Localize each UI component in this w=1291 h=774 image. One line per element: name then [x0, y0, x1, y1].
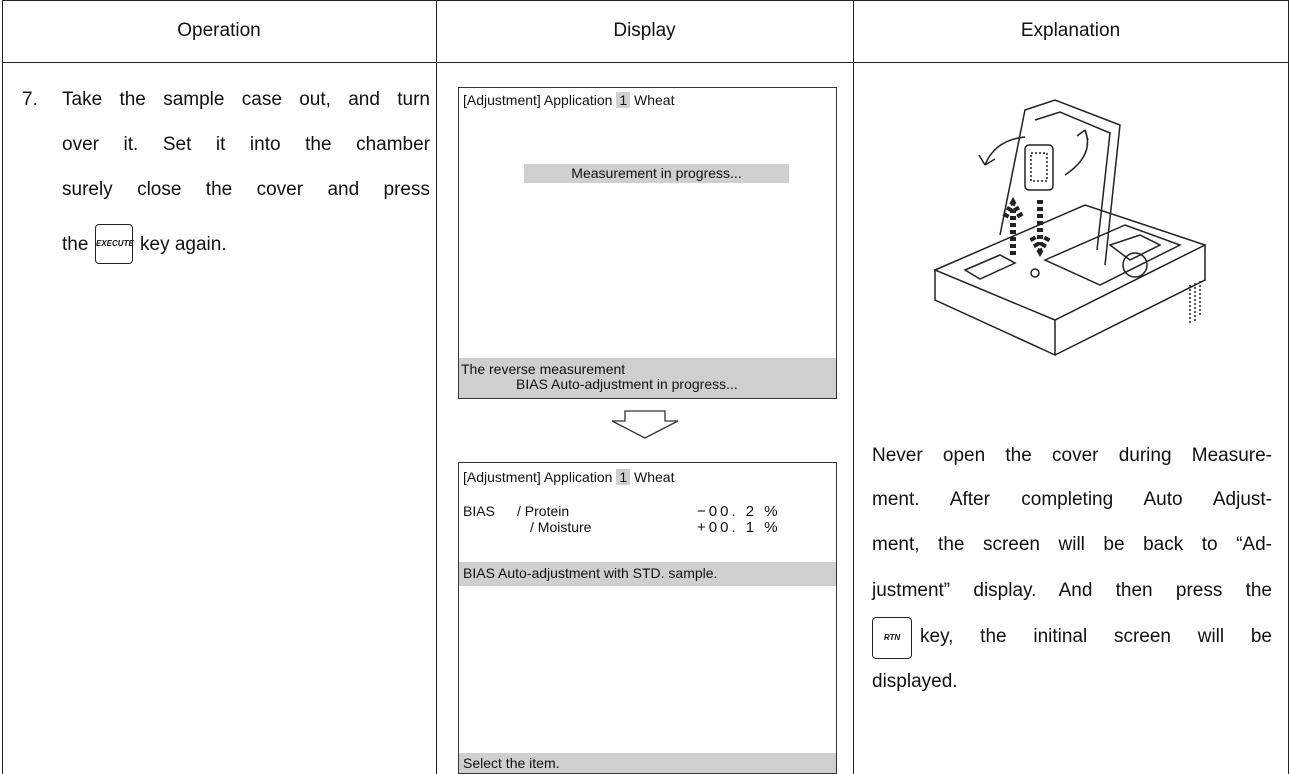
status-bar: BIAS Auto-adjustment with STD. sample. — [459, 562, 836, 586]
footer-line: The reverse measurement — [461, 361, 626, 377]
item-name: / Protein — [517, 503, 570, 519]
operation-text: the — [62, 234, 89, 255]
down-arrow — [611, 410, 679, 439]
header-rule — [2, 62, 1288, 63]
explanation-line: Never open the cover during Measure- — [872, 445, 1272, 466]
app-name: Wheat — [634, 92, 675, 108]
item-name: / Moisture — [530, 519, 592, 535]
explanation-line: ment, the screen will be back to “Ad- — [872, 534, 1272, 555]
column-rule — [436, 0, 437, 774]
app-number: 1 — [616, 469, 631, 485]
operation-text: key again. — [140, 234, 227, 255]
device-illustration — [933, 99, 1207, 357]
operation-line: over it. Set it into the chamber — [62, 134, 430, 155]
lcd-screen: [Adjustment] Application 1 Wheat BIAS / … — [458, 462, 837, 774]
header-cell: Explanation — [1020, 20, 1121, 41]
screen-footer: The reverse measurement BIAS Auto-adjust… — [459, 358, 836, 398]
column-rule — [1288, 0, 1289, 774]
header-cell: Display — [613, 20, 676, 41]
operation-line: surely close the cover and press — [62, 179, 430, 200]
column-rule — [853, 0, 854, 774]
rtn-key: RTN — [872, 617, 912, 659]
explanation-line: justment” display. And then press the — [872, 580, 1272, 601]
bias-label: BIAS — [463, 503, 495, 519]
screen-footer: Select the item. — [459, 753, 836, 773]
screen-title: [Adjustment] Application — [463, 469, 613, 485]
item-value: +00. 1 % — [697, 519, 781, 536]
execute-key: EXECUTE — [95, 224, 134, 264]
lcd-screen: [Adjustment] Application 1 Wheat Measure… — [458, 87, 837, 399]
step-number: 7. — [22, 89, 38, 110]
column-rule — [2, 0, 3, 774]
screen-title: [Adjustment] Application — [463, 92, 613, 108]
operation-line: Take the sample case out, and turn — [62, 89, 430, 110]
header-cell: Operation — [177, 20, 261, 41]
footer-line: BIAS Auto-adjustment in progress... — [516, 376, 738, 392]
explanation-line: key, the initinal screen will be — [920, 626, 1272, 647]
app-number: 1 — [616, 92, 631, 108]
app-name: Wheat — [634, 469, 675, 485]
item-value: −00. 2 % — [697, 503, 781, 520]
table-top — [2, 0, 1288, 1]
explanation-line: ment. After completing Auto Adjust- — [872, 489, 1272, 510]
progress-message: Measurement in progress... — [524, 164, 789, 183]
explanation-line: displayed. — [872, 671, 958, 692]
